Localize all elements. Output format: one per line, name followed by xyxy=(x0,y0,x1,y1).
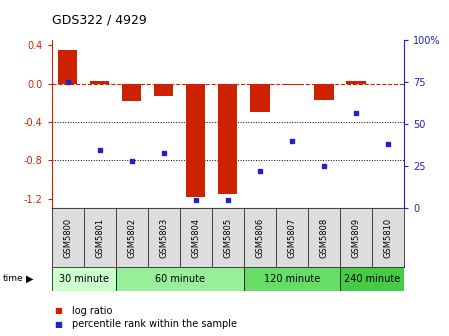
Text: time: time xyxy=(2,275,23,283)
Text: GSM5800: GSM5800 xyxy=(63,218,72,258)
Text: GSM5810: GSM5810 xyxy=(383,218,392,258)
Text: 60 minute: 60 minute xyxy=(155,274,205,284)
Text: GSM5804: GSM5804 xyxy=(191,218,200,258)
Bar xyxy=(250,84,269,112)
Bar xyxy=(116,267,244,291)
Bar xyxy=(218,84,238,194)
Text: 120 minute: 120 minute xyxy=(264,274,320,284)
Bar xyxy=(314,84,334,100)
Bar xyxy=(122,84,141,101)
Bar xyxy=(90,81,109,84)
Text: GSM5801: GSM5801 xyxy=(95,218,104,258)
Text: 240 minute: 240 minute xyxy=(344,274,400,284)
Text: ▶: ▶ xyxy=(26,274,34,284)
Text: GSM5805: GSM5805 xyxy=(223,218,233,258)
Bar xyxy=(154,84,173,96)
Bar xyxy=(186,84,206,197)
Text: 30 minute: 30 minute xyxy=(59,274,109,284)
Text: ■: ■ xyxy=(54,306,62,315)
Bar xyxy=(340,267,404,291)
Bar xyxy=(58,50,77,84)
Text: GSM5807: GSM5807 xyxy=(287,218,296,258)
Text: GSM5802: GSM5802 xyxy=(127,218,136,258)
Text: GSM5806: GSM5806 xyxy=(255,218,264,258)
Bar xyxy=(282,84,302,85)
Text: GDS322 / 4929: GDS322 / 4929 xyxy=(52,14,146,27)
Text: GSM5808: GSM5808 xyxy=(320,218,329,258)
Text: log ratio: log ratio xyxy=(72,306,112,316)
Text: GSM5803: GSM5803 xyxy=(159,218,168,258)
Bar xyxy=(347,81,365,84)
Text: ■: ■ xyxy=(54,320,62,329)
Bar xyxy=(244,267,340,291)
Text: GSM5809: GSM5809 xyxy=(352,218,361,258)
Text: percentile rank within the sample: percentile rank within the sample xyxy=(72,319,237,329)
Bar xyxy=(52,267,116,291)
